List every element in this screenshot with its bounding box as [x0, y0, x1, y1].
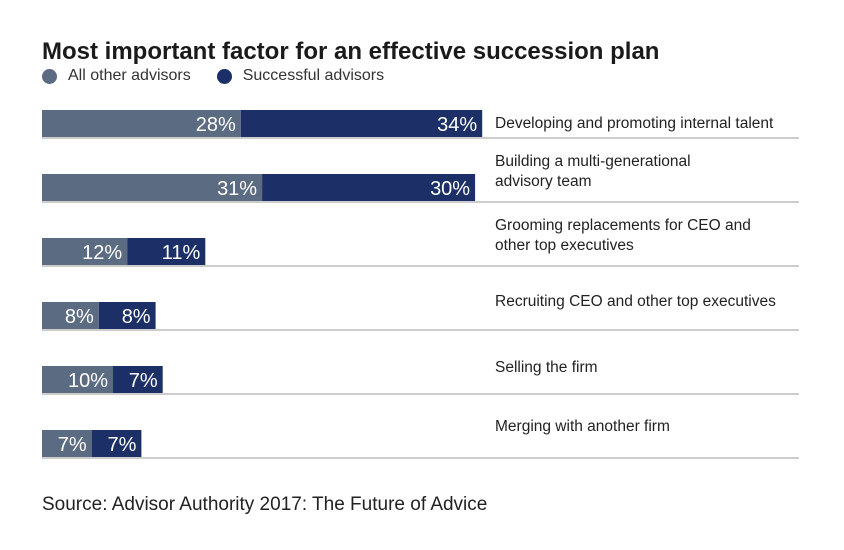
bar-all-other-0: [42, 110, 241, 137]
category-label-line: Grooming replacements for CEO and: [495, 217, 751, 234]
category-label-line: Selling the firm: [495, 359, 598, 376]
bar-successful-0: [240, 110, 483, 137]
data-label-all-other-3: 8%: [65, 306, 94, 328]
category-label-line: Recruiting CEO and other top executives: [495, 293, 776, 310]
bar-successful-2: [127, 238, 206, 265]
bar-successful-1: [262, 174, 476, 201]
legend-dot-successful-icon: [216, 68, 232, 84]
legend-label-successful: Successful advisors: [242, 67, 385, 84]
legend-item-successful: Successful advisors: [216, 67, 385, 85]
category-label-4: Selling the firm: [495, 359, 598, 376]
stacked-bar-chart: 28% 34% Developing and promoting internal …: [42, 110, 799, 459]
bar-all-other-4: [42, 366, 113, 393]
category-label-2: Grooming replacements for CEO and other t…: [495, 217, 751, 254]
legend-label-all-other: All other advisors: [68, 67, 191, 84]
data-label-all-other-2: 12%: [82, 242, 122, 264]
category-label-3: Recruiting CEO and other top executives: [495, 293, 776, 310]
category-label-line: Developing and promoting internal talent: [495, 115, 774, 132]
bar-successful-3: [98, 302, 156, 329]
category-label-5: Merging with another firm: [495, 418, 670, 435]
bar-successful-5: [91, 430, 142, 457]
bar-all-other-1: [42, 174, 263, 201]
data-label-all-other-1: 31%: [217, 178, 257, 200]
legend: All other advisors Successful advisors: [42, 66, 410, 86]
category-label-line: Merging with another firm: [495, 418, 670, 435]
category-label-0: Developing and promoting internal talent: [495, 115, 774, 132]
data-label-all-other-4: 10%: [68, 370, 108, 392]
data-label-successful-1: 30%: [430, 178, 470, 200]
data-label-successful-2: 11%: [162, 242, 201, 264]
data-label-all-other-0: 28%: [196, 114, 236, 136]
category-label-line: other top executives: [495, 237, 634, 254]
legend-dot-all-other-icon: [42, 68, 57, 84]
data-label-successful-5: 7%: [107, 434, 136, 456]
data-label-all-other-5: 7%: [58, 434, 87, 456]
source-note: Source: Advisor Authority 2017: The Futu…: [42, 494, 488, 515]
category-label-1: Building a multi-generational advisory te…: [495, 153, 691, 190]
category-label-line: advisory team: [495, 173, 591, 190]
data-label-successful-0: 34%: [437, 114, 477, 136]
data-label-successful-4: 7%: [129, 370, 158, 392]
bar-all-other-5: [42, 430, 92, 457]
legend-item-all-other: All other advisors: [42, 67, 191, 85]
data-label-successful-3: 8%: [122, 306, 151, 328]
bar-all-other-2: [42, 238, 128, 265]
bar-successful-4: [113, 366, 163, 393]
chart-title: Most important factor for an effective s…: [42, 38, 660, 65]
category-label-line: Building a multi-generational: [495, 153, 691, 170]
bar-all-other-3: [42, 302, 99, 329]
